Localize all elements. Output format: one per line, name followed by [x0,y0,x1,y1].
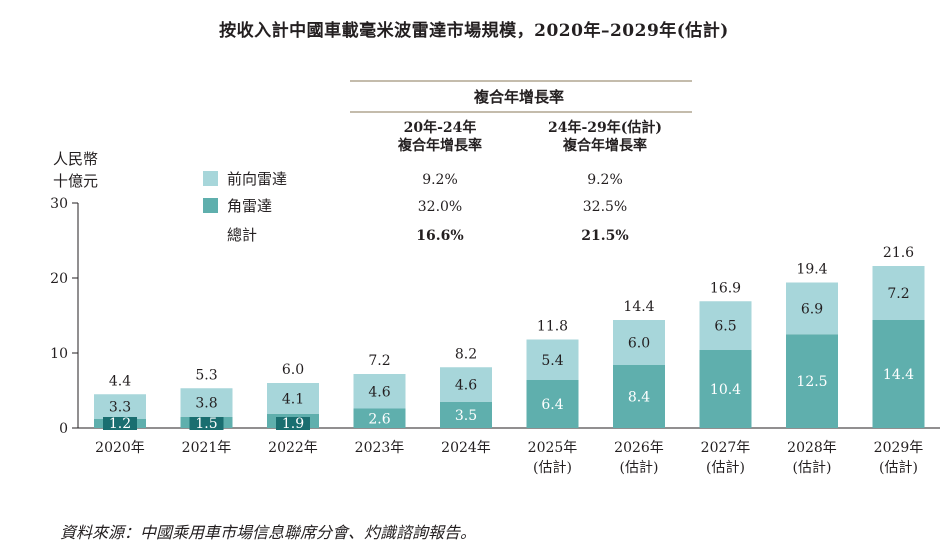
bar-front-radar [872,266,925,320]
data-label-corner: 8.4 [628,390,650,406]
data-label-total: 5.3 [195,367,217,383]
y-axis-unit-label: 十億元 [53,172,98,190]
x-tick-label: 2026年 [614,440,664,456]
bar-corner-radar [699,350,752,428]
x-tick-label: 2023年 [355,440,405,456]
data-label-total: 16.9 [710,280,741,296]
bar-corner-radar [440,401,492,428]
data-label-corner: 1.5 [195,416,217,432]
bar-front-radar [440,367,492,402]
cagr-col2-header: 複合年增長率 [562,137,647,154]
cagr-header: 複合年增長率 [473,88,564,106]
cagr-value-2024-2029: 9.2% [587,172,623,188]
cagr-col1-header: 20年-24年 [404,119,477,136]
y-tick-label: 20 [50,271,68,287]
x-tick-label: 2020年 [95,440,145,456]
data-label-corner: 1.9 [282,416,304,432]
data-label-corner: 1.2 [109,416,131,432]
data-label-total: 11.8 [537,319,568,335]
bar-corner-radar [526,380,579,428]
bar-corner-radar [872,320,925,428]
data-label-corner: 14.4 [883,367,914,383]
bar-front-radar [353,374,406,409]
cagr-col1-header: 複合年增長率 [397,137,482,154]
cagr-value-2024-2029: 21.5% [581,228,628,244]
data-label-total: 6.0 [282,362,304,378]
x-tick-label: 2029年 [874,440,924,456]
cagr-value-2020-2024: 9.2% [422,172,458,188]
data-label-front: 6.9 [801,301,823,317]
data-label-total: 4.4 [109,373,131,389]
bar-front-radar [180,388,233,417]
legend-label: 總計 [227,226,257,244]
y-tick-label: 0 [59,421,68,437]
bar-front-radar [699,301,752,350]
data-label-front: 4.6 [455,378,477,394]
bar-corner-radar [613,365,665,428]
data-label-corner-bg [103,417,137,430]
legend-swatch-front [203,171,218,186]
x-tick-label: 2028年 [787,440,837,456]
y-axis-unit-label: 人民幣 [53,150,98,168]
data-label-total: 19.4 [796,262,827,278]
data-label-corner: 6.4 [541,397,563,413]
x-tick-label: 2022年 [268,440,318,456]
data-label-front: 3.3 [109,400,131,416]
bar-front-radar [267,383,319,414]
x-tick-label: (估計) [533,460,572,476]
x-tick-label: 2024年 [441,440,491,456]
bar-corner-radar [786,334,838,428]
chart-title: 按收入計中國車載毫米波雷達市場規模，2020年–2029年(估計) [219,21,729,41]
data-label-corner: 2.6 [368,411,390,427]
data-label-front: 4.1 [282,391,304,407]
cagr-col2-header: 24年-29年(估計) [548,119,662,136]
x-tick-label: (估計) [620,460,659,476]
legend-swatch-corner [203,198,218,213]
data-label-total: 8.2 [455,346,477,362]
cagr-value-2020-2024: 16.6% [416,228,463,244]
bar-corner-radar [353,408,406,428]
data-label-corner-bg [189,417,224,430]
x-tick-label: (估計) [793,460,832,476]
data-label-corner: 3.5 [455,408,477,424]
x-tick-label: (估計) [706,460,745,476]
data-label-total: 14.4 [623,299,654,315]
cagr-value-2024-2029: 32.5% [583,199,627,215]
y-tick-label: 10 [50,346,68,362]
data-label-corner: 12.5 [796,374,827,390]
data-label-front: 6.0 [628,336,650,352]
x-tick-label: 2025年 [528,440,578,456]
data-label-front: 4.6 [368,384,390,400]
legend-label: 角雷達 [227,197,272,215]
x-tick-label: (估計) [879,460,918,476]
data-label-total: 7.2 [368,353,390,369]
source-note: 資料來源：中國乘用車市場信息聯席分會、灼識諮詢報告。 [60,523,477,542]
x-tick-label: 2027年 [701,440,751,456]
data-label-front: 5.4 [541,353,563,369]
x-tick-label: 2021年 [182,440,232,456]
bar-front-radar [786,282,838,335]
data-label-corner-bg [276,417,310,430]
bar-front-radar [526,339,579,380]
y-tick-label: 30 [50,196,68,212]
data-label-total: 21.6 [883,245,914,261]
data-label-front: 3.8 [195,396,217,412]
bar-front-radar [613,320,665,365]
legend-label: 前向雷達 [227,170,287,188]
bar-front-radar [94,394,146,419]
data-label-front: 7.2 [887,286,909,302]
data-label-corner: 10.4 [710,382,741,398]
data-label-front: 6.5 [714,319,736,335]
cagr-value-2020-2024: 32.0% [418,199,462,215]
